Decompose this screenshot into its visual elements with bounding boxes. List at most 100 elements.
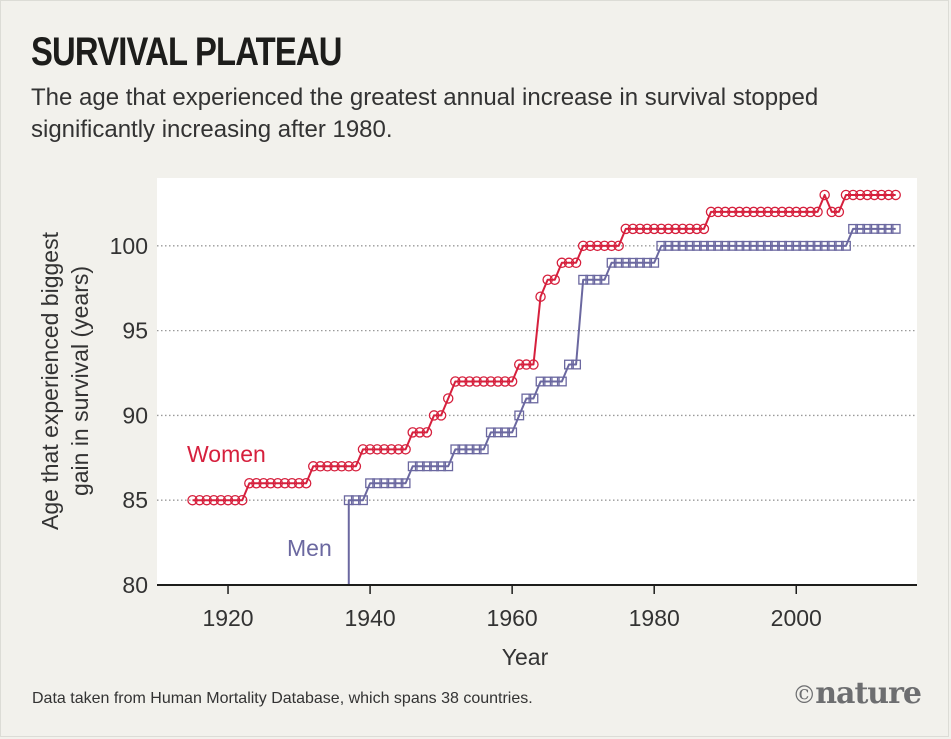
men-point: [400, 478, 411, 489]
x-tick-1980: 1980: [629, 605, 680, 631]
women-point: [414, 427, 426, 438]
women-point: [521, 359, 532, 370]
women-point: [293, 477, 305, 489]
men-point: [358, 495, 368, 506]
women-point: [798, 206, 809, 218]
y-axis-label-line-2: gain in survival (years): [67, 266, 93, 496]
women-point: [286, 477, 298, 489]
women-point: [620, 223, 632, 235]
men-point: [379, 478, 390, 489]
women-point: [691, 223, 703, 235]
men-point: [514, 410, 525, 421]
men-point: [656, 240, 667, 251]
men-point: [421, 461, 432, 472]
women-point: [279, 477, 291, 489]
men-point: [599, 274, 610, 285]
women-point: [890, 189, 901, 201]
men-point: [784, 240, 795, 251]
women-point: [343, 461, 355, 472]
men-point: [500, 427, 510, 438]
men-point: [556, 376, 567, 387]
women-point: [727, 206, 738, 218]
men-point: [393, 478, 404, 489]
women-point: [329, 461, 340, 472]
men-point: [386, 478, 397, 489]
women-point: [251, 477, 262, 489]
men-point: [414, 461, 425, 472]
women-point: [535, 291, 546, 302]
women-point: [357, 444, 369, 455]
men-point: [841, 240, 851, 251]
women-point: [606, 240, 617, 252]
x-axis-label: Year: [502, 644, 549, 670]
men-point: [848, 223, 859, 234]
women-point: [322, 461, 333, 472]
women-point: [741, 206, 752, 218]
men-point: [819, 240, 830, 251]
women-point: [428, 410, 440, 421]
y-tick-100: 100: [110, 233, 148, 259]
women-point: [599, 240, 610, 252]
women-point: [862, 189, 873, 201]
men-point: [436, 461, 447, 472]
women-point: [684, 223, 695, 235]
men-point: [492, 427, 503, 438]
men-point: [464, 444, 475, 455]
men-point: [833, 240, 844, 251]
men-point: [407, 461, 418, 472]
women-point: [187, 494, 198, 506]
men-point: [642, 257, 653, 268]
women-point: [308, 461, 319, 472]
women-point: [471, 376, 482, 387]
men-point: [627, 257, 638, 268]
men-point: [542, 376, 553, 387]
women-point: [236, 494, 248, 506]
women-point: [705, 206, 717, 218]
men-point: [635, 257, 645, 268]
men-point: [549, 376, 560, 387]
women-point: [854, 189, 866, 201]
women-point: [442, 393, 454, 404]
women-point: [393, 444, 404, 455]
women-point: [421, 427, 433, 438]
y-axis-label-line-1: Age that experienced biggest: [37, 231, 63, 530]
y-tick-80: 80: [122, 572, 148, 598]
men-point: [769, 240, 780, 251]
women-point: [791, 206, 802, 218]
men-point: [350, 495, 361, 506]
women-point: [769, 206, 781, 218]
men-point: [471, 444, 482, 455]
women-point: [556, 257, 568, 269]
nature-wordmark: nature: [815, 676, 922, 711]
women-point: [656, 223, 667, 235]
women-point: [244, 477, 255, 489]
women-point: [265, 477, 276, 489]
women-point: [528, 359, 539, 370]
women-point: [641, 223, 653, 235]
women-point: [577, 240, 589, 252]
women-point: [457, 376, 468, 387]
x-tick-1960: 1960: [487, 605, 538, 631]
women-point: [648, 223, 660, 235]
men-point: [890, 223, 901, 234]
women-point: [748, 206, 759, 218]
men-line: [347, 227, 896, 585]
women-point: [734, 206, 745, 218]
women-point: [300, 477, 312, 489]
women-point: [670, 223, 681, 235]
men-point: [365, 478, 376, 489]
men-point: [734, 240, 745, 251]
men-point: [670, 240, 681, 251]
men-point: [485, 427, 496, 438]
women-point: [613, 240, 624, 252]
women-point: [585, 240, 596, 252]
women-point: [869, 189, 880, 201]
women-point: [783, 206, 795, 218]
men-point: [578, 274, 589, 285]
men-point: [812, 240, 823, 251]
chart-subtitle: The age that experienced the greatest an…: [31, 84, 819, 143]
women-point: [499, 376, 511, 387]
women-point: [478, 376, 489, 387]
men-point: [805, 240, 816, 251]
men-point: [862, 223, 873, 234]
